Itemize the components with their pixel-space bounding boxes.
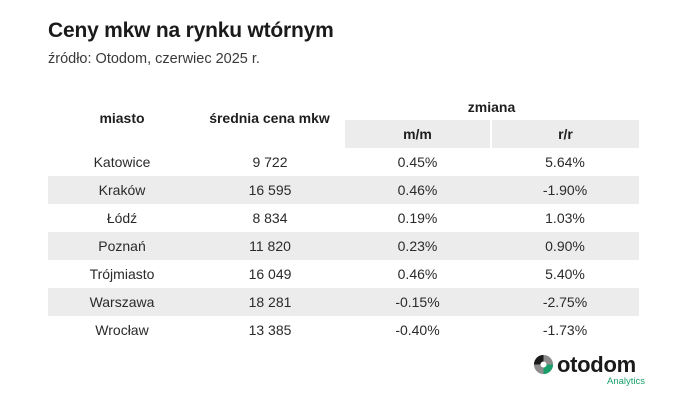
table-row: Kraków 16 595 0.46% -1.90%	[48, 176, 639, 204]
table-row: Łódź 8 834 0.19% 1.03%	[48, 204, 639, 232]
table-row: Wrocław 13 385 -0.40% -1.73%	[48, 316, 639, 344]
price-cell: 16 049	[248, 266, 292, 282]
logo-tagline: Analytics	[607, 376, 646, 387]
price-cell: 16 595	[196, 176, 344, 204]
mm-cell: 0.23%	[344, 232, 491, 260]
city-cell: Kraków	[48, 176, 196, 204]
rr-cell: -1.73%	[542, 322, 588, 338]
price-cell: 18 281	[196, 288, 344, 316]
otodom-logo: otodom Analytics	[533, 352, 653, 387]
table-row: Warszawa 18 281 -0.15% -2.75%	[48, 288, 639, 316]
rr-cell: -1.90%	[491, 176, 639, 204]
price-table: miasto średnia cena mkw zmiana m/m r/r K…	[48, 88, 639, 344]
price-cell: 13 385	[248, 322, 292, 338]
mm-cell: -0.40%	[395, 322, 440, 338]
table-row: Poznań 11 820 0.23% 0.90%	[48, 232, 639, 260]
rr-cell: 0.90%	[491, 232, 639, 260]
city-cell: Warszawa	[48, 288, 196, 316]
city-cell: Wrocław	[95, 322, 149, 338]
rr-cell: 5.64%	[545, 154, 585, 170]
otodom-logo-icon	[533, 354, 554, 375]
mm-cell: 0.45%	[397, 154, 438, 170]
header-mm: m/m	[343, 120, 491, 148]
price-cell: 11 820	[196, 232, 344, 260]
city-cell: Poznań	[48, 232, 196, 260]
table-row: Trójmiasto 16 049 0.46% 5.40%	[48, 260, 639, 288]
logo-wordmark: otodom	[557, 352, 636, 377]
table-row: Katowice 9 722 0.45% 5.64%	[48, 148, 639, 176]
header-price: średnia cena mkw	[209, 110, 330, 126]
header-change: zmiana	[467, 99, 516, 115]
city-cell: Katowice	[93, 154, 151, 170]
rr-cell: 1.03%	[545, 210, 585, 226]
page-title: Ceny mkw na rynku wtórnym	[48, 19, 334, 42]
mm-cell: 0.19%	[397, 210, 438, 226]
price-cell: 8 834	[252, 210, 288, 226]
header-city: miasto	[99, 110, 145, 126]
rr-cell: -2.75%	[491, 288, 639, 316]
mm-cell: -0.15%	[344, 288, 491, 316]
city-cell: Łódź	[106, 210, 138, 226]
mm-cell: 0.46%	[344, 176, 491, 204]
rr-cell: 5.40%	[545, 266, 585, 282]
header-rr: r/r	[490, 120, 639, 148]
city-cell: Trójmiasto	[89, 266, 155, 282]
source-subtitle: źródło: Otodom, czerwiec 2025 r.	[48, 51, 260, 67]
price-cell: 9 722	[252, 154, 288, 170]
mm-cell: 0.46%	[397, 266, 438, 282]
